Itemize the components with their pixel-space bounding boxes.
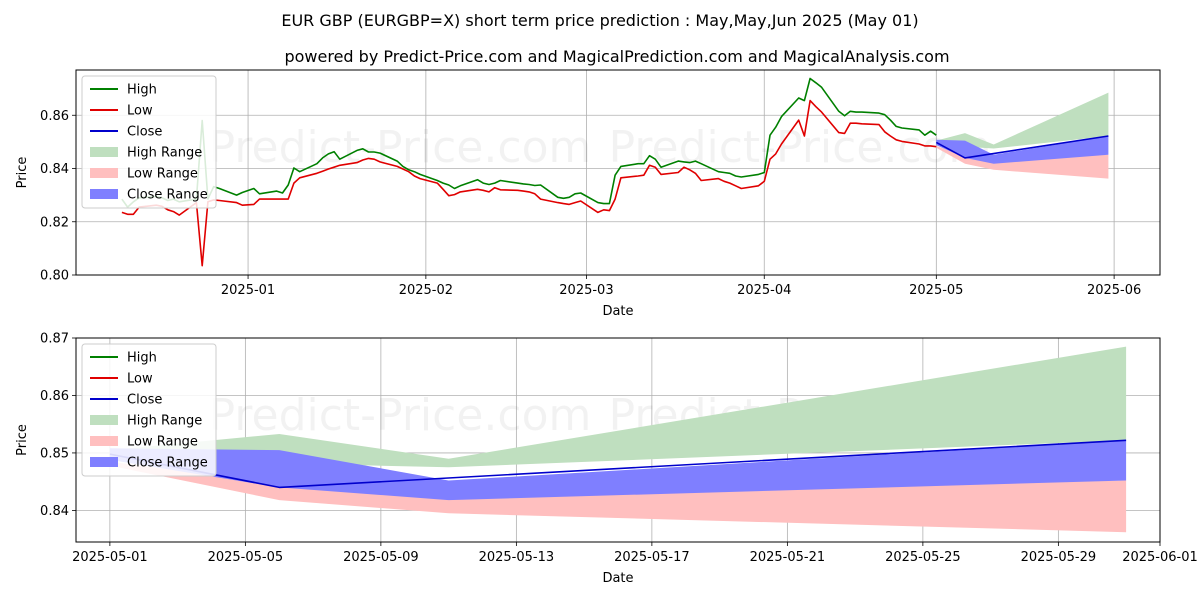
legend-label-high-range: High Range bbox=[127, 146, 202, 161]
x-tick-label: 2025-05-05 bbox=[208, 550, 284, 565]
x-tick-label: 2025-05-29 bbox=[1021, 550, 1097, 565]
close-line bbox=[935, 135, 1109, 159]
top-panel: 2025-01 2025-02 2025-03 2025-04 2025-05 2025-… bbox=[15, 69, 1161, 319]
x-tick-label: 2025-02 bbox=[399, 283, 453, 298]
legend: High Low Close High Range Low Range Close Ran… bbox=[81, 75, 217, 209]
y-tick-label: 0.80 bbox=[40, 269, 69, 284]
legend-swatch-low-range bbox=[90, 436, 118, 446]
y-tick-label: 0.82 bbox=[40, 215, 69, 230]
x-tick-label: 2025-05-13 bbox=[479, 550, 555, 565]
watermark-left: Predict-Price.com bbox=[209, 390, 592, 441]
legend-label-low: Low bbox=[127, 104, 153, 119]
legend-label-low-range: Low Range bbox=[127, 435, 198, 450]
legend-label-high-range: High Range bbox=[127, 414, 202, 429]
close-range-band bbox=[936, 136, 1109, 164]
x-axis-label: Date bbox=[602, 304, 633, 319]
legend-swatch-low-range bbox=[90, 168, 118, 178]
legend: High Low Close High Range Low Range Close Ran… bbox=[81, 343, 217, 477]
plot-frame bbox=[75, 69, 1161, 276]
legend-label-close-range: Close Range bbox=[127, 456, 208, 471]
watermark-right: Predict-Price.com bbox=[609, 122, 992, 173]
low-line bbox=[121, 99, 937, 267]
y-axis-label: Price bbox=[15, 157, 30, 189]
low-range-band bbox=[109, 461, 1127, 533]
legend-label-low-range: Low Range bbox=[127, 167, 198, 182]
low-range-band bbox=[936, 145, 1109, 179]
high-line bbox=[121, 77, 937, 208]
y-tick-label: 0.86 bbox=[40, 109, 69, 124]
x-tick-label: 2025-05-01 bbox=[72, 550, 148, 565]
legend-label-high: High bbox=[127, 83, 157, 98]
y-tick-label: 0.84 bbox=[40, 504, 69, 519]
legend-swatch-close-range bbox=[90, 457, 118, 467]
bottom-panel: 2025-05-01 2025-05-05 2025-05-09 2025-05-13… bbox=[15, 332, 1198, 587]
y-axis-label: Price bbox=[15, 424, 30, 456]
x-tick-label: 2025-05 bbox=[909, 283, 963, 298]
x-tick-label: 2025-05-09 bbox=[343, 550, 419, 565]
watermark-left: Predict-Price.com bbox=[209, 122, 592, 173]
chart-subtitle: powered by Predict-Price.com and Magical… bbox=[284, 47, 949, 66]
high-range-band bbox=[109, 346, 1127, 468]
legend-label-close: Close bbox=[127, 393, 162, 408]
high-range-band bbox=[936, 92, 1109, 149]
legend-label-high: High bbox=[127, 351, 157, 366]
legend-label-close: Close bbox=[127, 125, 162, 140]
x-tick-label: 2025-06 bbox=[1087, 283, 1141, 298]
y-tick-label: 0.86 bbox=[40, 389, 69, 404]
x-axis-label: Date bbox=[602, 571, 633, 586]
legend-swatch-close-range bbox=[90, 189, 118, 199]
legend-swatch-high-range bbox=[90, 415, 118, 425]
x-tick-label: 2025-06-01 bbox=[1122, 550, 1198, 565]
y-tick-label: 0.85 bbox=[40, 446, 69, 461]
x-tick-label: 2025-03 bbox=[559, 283, 613, 298]
x-tick-label: 2025-04 bbox=[737, 283, 791, 298]
legend-label-close-range: Close Range bbox=[127, 188, 208, 203]
legend-swatch-high-range bbox=[90, 147, 118, 157]
close-range-band bbox=[109, 440, 1127, 501]
y-tick-label: 0.87 bbox=[40, 332, 69, 347]
x-tick-label: 2025-01 bbox=[221, 283, 275, 298]
x-tick-label: 2025-05-21 bbox=[750, 550, 826, 565]
x-tick-label: 2025-05-25 bbox=[885, 550, 961, 565]
legend-label-low: Low bbox=[127, 372, 153, 387]
x-tick-label: 2025-05-17 bbox=[614, 550, 690, 565]
chart-title: EUR GBP (EURGBP=X) short term price pred… bbox=[281, 11, 918, 30]
y-tick-label: 0.84 bbox=[40, 162, 69, 177]
plot-frame bbox=[75, 337, 1161, 543]
